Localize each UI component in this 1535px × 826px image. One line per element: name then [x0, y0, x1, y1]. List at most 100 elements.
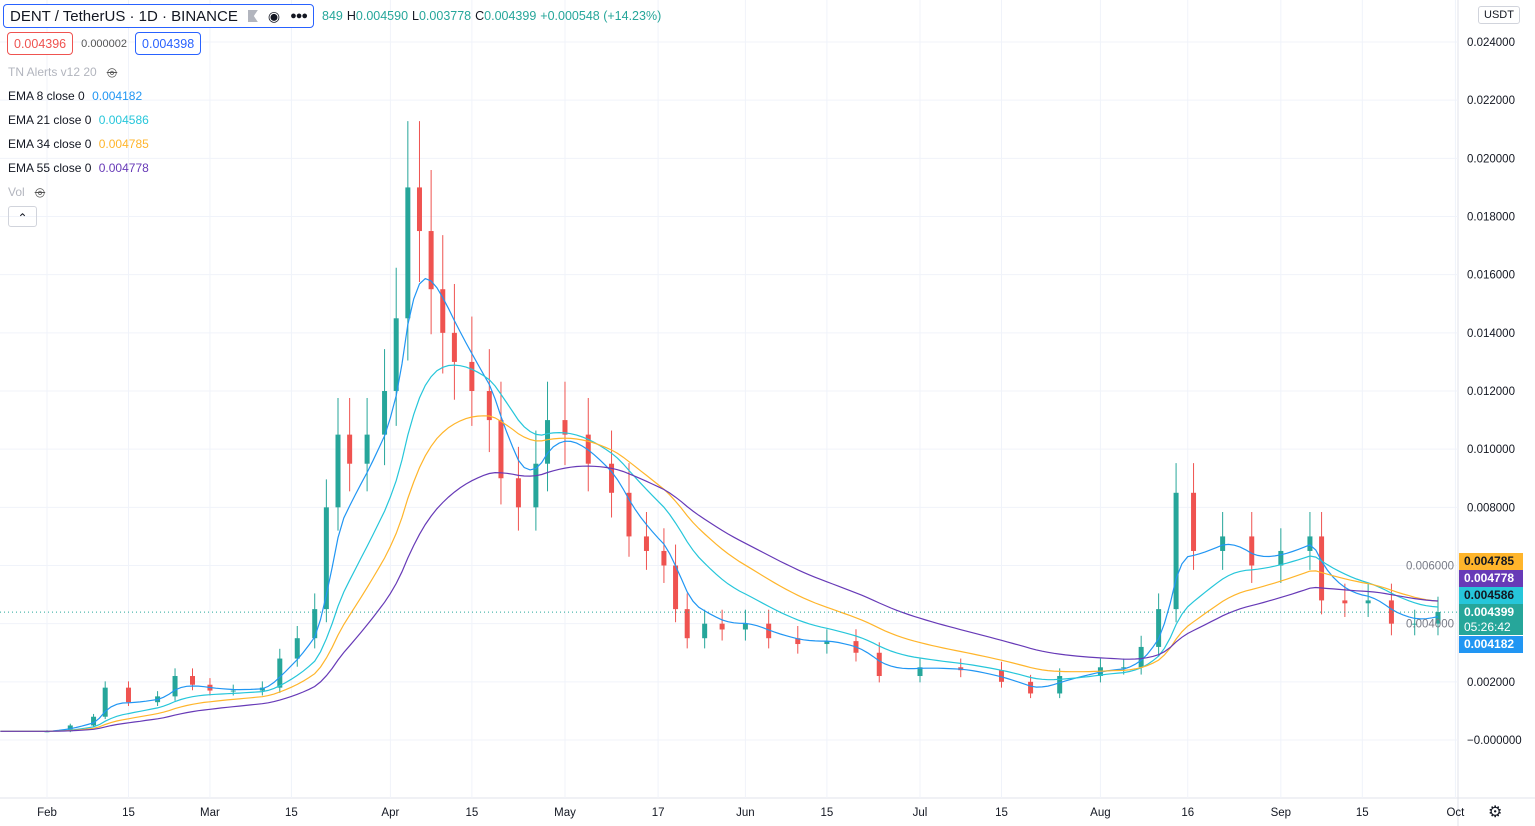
- change-value: +0.000548 (+14.23%): [540, 9, 662, 23]
- symbol-title: DENT / TetherUS · 1D · BINANCE: [10, 7, 238, 25]
- candle-body: [486, 391, 492, 421]
- indicator-legend[interactable]: TN Alerts v12 20 ◎: [8, 65, 117, 79]
- candle-body: [1220, 536, 1226, 551]
- indicator-label: EMA 21 close 0: [8, 113, 92, 127]
- y-tick-label: 0.016000: [1467, 270, 1515, 282]
- candle-body: [876, 652, 882, 677]
- candle-body: [1121, 667, 1127, 669]
- candle-body: [102, 687, 108, 717]
- candle-body: [1365, 600, 1371, 604]
- candle-body: [335, 434, 341, 508]
- y-tick-label: −0.000000: [1467, 735, 1522, 747]
- trade-prices: 0.004396 0.000002 0.004398: [7, 32, 202, 55]
- currency-label[interactable]: USDT: [1478, 6, 1520, 24]
- bar-countdown: 05:26:42: [1464, 620, 1511, 634]
- candle-body: [294, 638, 300, 659]
- candle-body: [277, 658, 283, 688]
- x-tick-label: 15: [1356, 807, 1369, 819]
- buy-price-button[interactable]: 0.004398: [135, 32, 202, 55]
- candle-body: [719, 623, 725, 630]
- high-value: 0.004590: [355, 9, 409, 23]
- hidden-eye-icon[interactable]: ◎: [34, 185, 46, 199]
- x-tick-label: Sep: [1271, 807, 1291, 819]
- y-tick-label: 0.004000: [1406, 619, 1454, 631]
- price-label-value: 0.004586: [1464, 588, 1515, 602]
- price-label-value: 0.004778: [1464, 571, 1515, 585]
- y-tick-label: 0.002000: [1467, 677, 1515, 689]
- x-tick-label: Aug: [1090, 807, 1110, 819]
- x-tick-label: May: [554, 807, 576, 819]
- price-axis: [1458, 0, 1535, 826]
- flag-icon[interactable]: [247, 10, 258, 22]
- candle-body: [515, 478, 521, 508]
- x-tick-label: 16: [1181, 807, 1194, 819]
- price-label-value: 0.004182: [1464, 637, 1515, 651]
- candle-body: [545, 420, 551, 464]
- indicator-legend[interactable]: Vol ◎: [8, 185, 45, 199]
- x-tick-label: Jul: [913, 807, 928, 819]
- candle-body: [469, 361, 475, 392]
- y-tick-label: 0.024000: [1467, 37, 1515, 49]
- x-tick-label: 15: [122, 807, 135, 819]
- candle-body: [684, 609, 690, 639]
- open-value: 849: [322, 9, 343, 23]
- candle-body: [405, 187, 411, 319]
- indicator-label: EMA 34 close 0: [8, 137, 92, 151]
- candle-body: [795, 638, 801, 645]
- more-icon[interactable]: ●●●: [290, 10, 308, 22]
- low-label: L: [412, 9, 419, 23]
- candle-body: [323, 507, 329, 610]
- x-tick-label: 15: [995, 807, 1008, 819]
- candle-body: [643, 536, 649, 551]
- candle-body: [1278, 550, 1284, 566]
- ema-34-line: [0, 415, 1439, 732]
- candle-body: [498, 420, 504, 479]
- x-tick-label: 15: [465, 807, 478, 819]
- candle-body: [1028, 681, 1034, 694]
- price-axis-label: 0.004785: [1459, 553, 1523, 570]
- candle-body: [1191, 492, 1197, 551]
- candle-body: [742, 623, 748, 630]
- hidden-eye-icon[interactable]: ◎: [106, 65, 118, 79]
- x-tick-label: Oct: [1446, 807, 1465, 819]
- candle-body: [585, 434, 591, 464]
- spread-value: 0.000002: [81, 37, 128, 50]
- price-label-value: 0.004399: [1464, 605, 1515, 619]
- candle-body: [1319, 536, 1325, 601]
- candle-body: [416, 187, 422, 232]
- indicator-legend[interactable]: EMA 34 close 0 0.004785: [8, 137, 149, 151]
- ema-21-line: [0, 364, 1439, 732]
- y-tick-label: 0.014000: [1467, 328, 1515, 340]
- sell-price-button[interactable]: 0.004396: [7, 32, 74, 55]
- symbol-header[interactable]: DENT / TetherUS · 1D · BINANCE ◉ ●●●: [3, 4, 314, 28]
- indicator-label: TN Alerts v12 20: [8, 65, 97, 79]
- y-tick-label: 0.006000: [1406, 561, 1454, 573]
- candle-body: [347, 434, 353, 464]
- price-axis-label: 0.004778: [1459, 570, 1523, 587]
- collapse-legend-button[interactable]: ⌃: [8, 206, 37, 227]
- settings-gear-icon[interactable]: ⚙: [1488, 804, 1503, 821]
- header-row: DENT / TetherUS · 1D · BINANCE ◉ ●●● 849…: [3, 4, 661, 28]
- eye-icon[interactable]: ◉: [267, 7, 281, 24]
- candle-body: [1412, 623, 1418, 625]
- candle-body: [230, 690, 236, 692]
- candle-body: [1388, 600, 1394, 624]
- indicator-value: 0.004586: [98, 113, 149, 127]
- y-tick-label: 0.018000: [1467, 212, 1515, 224]
- candle-body: [1307, 536, 1313, 551]
- y-tick-label: 0.012000: [1467, 386, 1515, 398]
- candle-body: [1249, 536, 1255, 566]
- close-value: 0.004399: [484, 9, 537, 23]
- candle-body: [125, 687, 131, 703]
- indicator-legend[interactable]: EMA 55 close 0 0.004778: [8, 161, 149, 175]
- x-tick-label: 15: [285, 807, 298, 819]
- candle-body: [1057, 676, 1063, 694]
- candle-body: [1173, 492, 1179, 610]
- indicator-legend[interactable]: EMA 21 close 0 0.004586: [8, 113, 149, 127]
- indicator-value: 0.004778: [98, 161, 149, 175]
- candle-body: [917, 667, 923, 677]
- price-axis-label: 0.004182: [1459, 636, 1523, 653]
- indicator-legend[interactable]: EMA 8 close 0 0.004182: [8, 89, 142, 103]
- candle-body: [673, 565, 679, 610]
